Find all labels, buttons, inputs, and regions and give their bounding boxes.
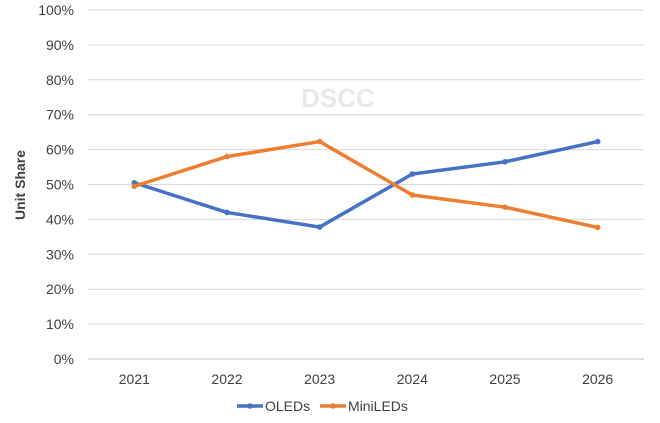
y-tick-label: 60% xyxy=(46,142,74,158)
data-point-oleds xyxy=(224,209,230,216)
series-line-minileds xyxy=(132,139,600,230)
data-point-oleds xyxy=(594,138,601,145)
y-tick-label: 80% xyxy=(46,72,74,88)
x-tick-label: 2023 xyxy=(304,371,335,387)
y-axis-title: Unit Share xyxy=(12,150,28,220)
legend-label-oleds: OLEDs xyxy=(265,398,310,414)
data-point-oleds xyxy=(502,159,508,165)
x-tick-label: 2024 xyxy=(397,371,428,387)
legend-item-oleds: OLEDs xyxy=(237,398,310,414)
y-tick-label: 30% xyxy=(46,246,74,262)
data-point-oleds xyxy=(409,171,416,177)
x-tick-label: 2021 xyxy=(119,371,150,387)
data-point-oleds xyxy=(316,224,323,230)
y-tick-label: 50% xyxy=(46,177,74,193)
y-tick-label: 100% xyxy=(38,2,74,18)
gridlines xyxy=(88,9,644,360)
legend: OLEDs MiniLEDs xyxy=(237,398,408,414)
x-tick-label: 2026 xyxy=(582,371,613,387)
series-layer xyxy=(131,138,601,231)
legend-label-minileds: MiniLEDs xyxy=(348,398,408,414)
x-tick-label: 2022 xyxy=(211,371,242,387)
y-tick-label: 20% xyxy=(46,281,74,297)
data-point-minileds xyxy=(502,204,508,210)
y-tick-label: 0% xyxy=(54,351,74,367)
y-tick-label: 90% xyxy=(46,37,74,53)
y-tick-label: 10% xyxy=(46,316,74,332)
legend-marker-minileds xyxy=(330,403,336,409)
legend-item-minileds: MiniLEDs xyxy=(320,398,408,414)
data-point-minileds xyxy=(224,153,230,160)
y-axis-ticks: 0% 10% 20% 30% 40% 50% 60% 70% 80% 90% 100% xyxy=(38,2,74,367)
data-point-minileds xyxy=(131,183,138,190)
y-tick-label: 70% xyxy=(46,107,74,123)
data-point-minileds xyxy=(316,138,323,145)
x-axis-ticks: 2021 2022 2023 2024 2025 2026 xyxy=(119,371,614,387)
data-point-minileds xyxy=(594,224,601,231)
watermark-text: DSCC xyxy=(301,83,375,113)
data-point-minileds xyxy=(409,192,416,198)
legend-marker-oleds xyxy=(247,403,253,409)
y-tick-label: 40% xyxy=(46,211,74,227)
x-tick-label: 2025 xyxy=(489,371,520,387)
series-line-oleds xyxy=(132,139,600,229)
